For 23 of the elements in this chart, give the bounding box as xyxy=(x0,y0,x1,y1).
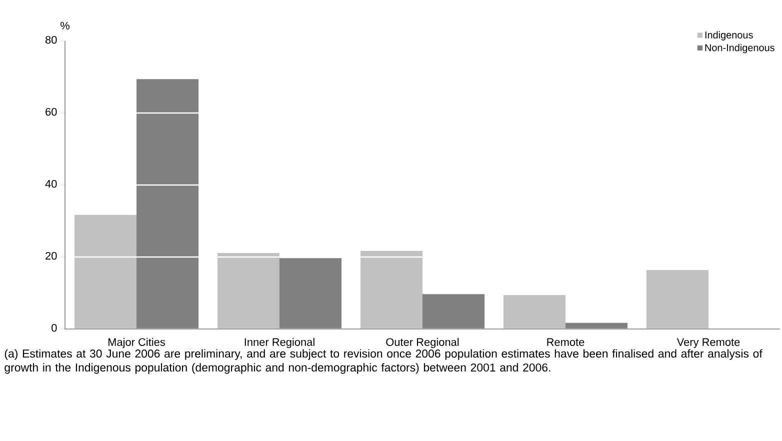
bar xyxy=(422,294,484,329)
y-tick-label: 20 xyxy=(46,252,57,260)
y-tick-label: 0 xyxy=(52,324,57,332)
text: (a) Estimates at 30 June 2006 are preliminary, and are subject to revision once 2006 population estimates have been finalised and after analysis of growth in the Indigenous population (demographic and non-demographic factors) between 2001 and 2006. xyxy=(4,349,762,374)
bar xyxy=(280,258,342,329)
legend-label: Non-Indigenous xyxy=(705,44,774,54)
legend-label: Indigenous xyxy=(705,31,753,40)
y-axis-title: % xyxy=(60,22,70,30)
bar xyxy=(504,295,566,329)
x-tick-label: Major Cities xyxy=(108,338,166,348)
bar xyxy=(360,250,422,329)
y-tick-label: 40 xyxy=(45,180,57,188)
y-tick-label: 80 xyxy=(46,36,57,44)
bar xyxy=(218,253,280,329)
y-tick-label: 60 xyxy=(46,108,57,116)
bar xyxy=(136,79,198,329)
x-tick-label: Outer Regional xyxy=(386,338,459,348)
x-tick-label: Remote xyxy=(547,338,584,346)
bar xyxy=(74,214,136,329)
x-tick-label: Inner Regional xyxy=(244,338,314,348)
bar xyxy=(566,322,628,329)
x-tick-label: Very Remote xyxy=(676,338,740,348)
bar xyxy=(646,270,709,329)
